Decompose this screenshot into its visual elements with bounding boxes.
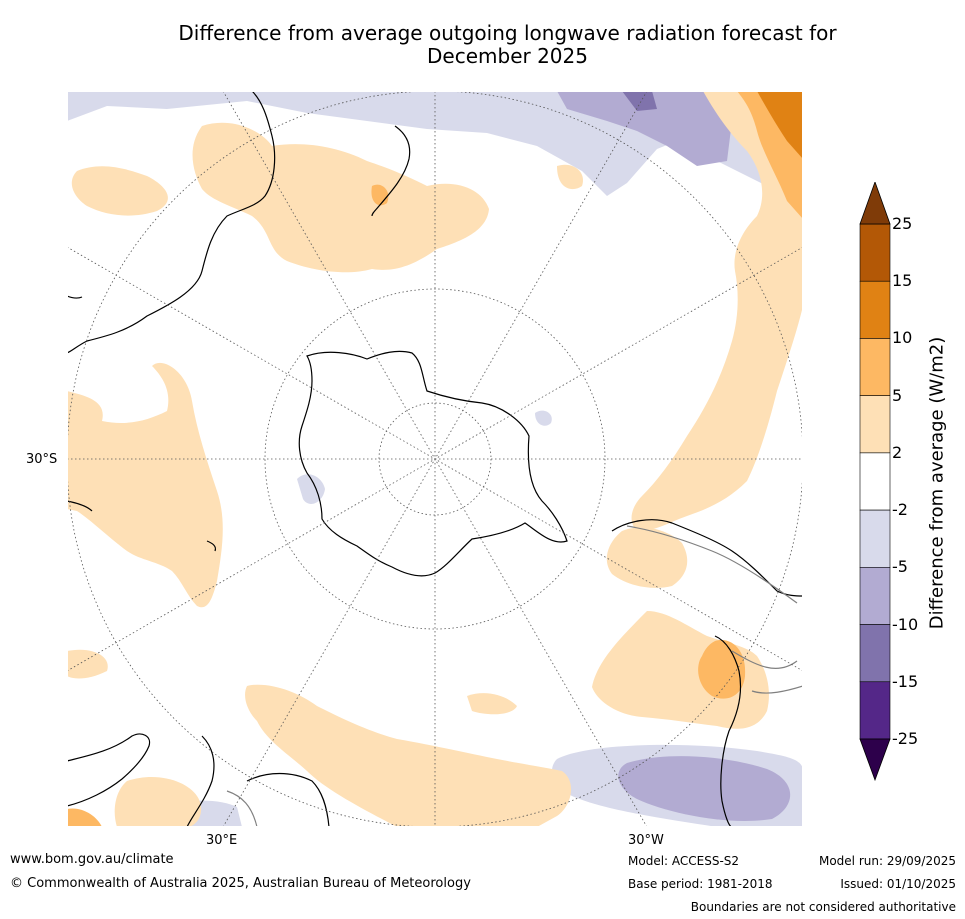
coastlines <box>67 91 803 827</box>
colorbar-segment <box>859 223 891 282</box>
colorbar-tick-label: 25 <box>892 214 913 233</box>
colorbar-tick-label: -2 <box>892 500 908 520</box>
colorbar-over-arrow <box>859 182 891 225</box>
polar-map <box>67 91 803 827</box>
colorbar-segment <box>859 452 891 511</box>
colorbar-segment <box>859 395 891 454</box>
colorbar-segment <box>859 624 891 683</box>
footer-model: Model: ACCESS-S2 <box>628 854 740 868</box>
lon-label-30w: 30°W <box>628 833 664 848</box>
colorbar-title: Difference from average (W/m2) <box>926 336 948 630</box>
colorbar-tick-label: 5 <box>892 385 903 405</box>
title-line-2: December 2025 <box>427 44 588 68</box>
map-frame <box>67 91 803 827</box>
title-line-1: Difference from average outgoing longwav… <box>178 21 837 45</box>
colorbar-under-arrow <box>859 738 891 782</box>
colorbar-segment <box>859 338 891 396</box>
colorbar-segment <box>859 567 891 625</box>
footer-copyright: © Commonwealth of Australia 2025, Austra… <box>10 876 471 891</box>
colorbar-tick-label: 2 <box>892 442 903 462</box>
colorbar-tick-label: -15 <box>892 671 919 691</box>
lat-label-30s: 30°S <box>26 452 58 467</box>
colorbar <box>859 182 891 782</box>
colorbar-tick-label: -5 <box>892 557 908 577</box>
colorbar-segment <box>859 280 891 339</box>
colorbar-tick-label: 15 <box>892 271 913 291</box>
footer-base-period: Base period: 1981-2018 <box>628 877 773 891</box>
colorbar-segment <box>859 681 891 740</box>
footer-disclaimer: Boundaries are not considered authoritat… <box>690 900 956 914</box>
footer-website: www.bom.gov.au/climate <box>10 852 174 867</box>
lon-label-30e: 30°E <box>206 833 238 848</box>
footer-model-run: Model run: 29/09/2025 <box>818 854 956 868</box>
colorbar-tick-label: 10 <box>892 328 913 348</box>
colorbar-tick-label: -10 <box>892 614 919 634</box>
colorbar-segment <box>859 509 891 568</box>
footer-issued: Issued: 01/10/2025 <box>840 877 956 891</box>
positive-anomaly-areas <box>67 91 803 827</box>
map-title: Difference from average outgoing longwav… <box>0 22 965 68</box>
graticule <box>67 91 803 827</box>
colorbar-tick-label: -25 <box>892 729 919 748</box>
